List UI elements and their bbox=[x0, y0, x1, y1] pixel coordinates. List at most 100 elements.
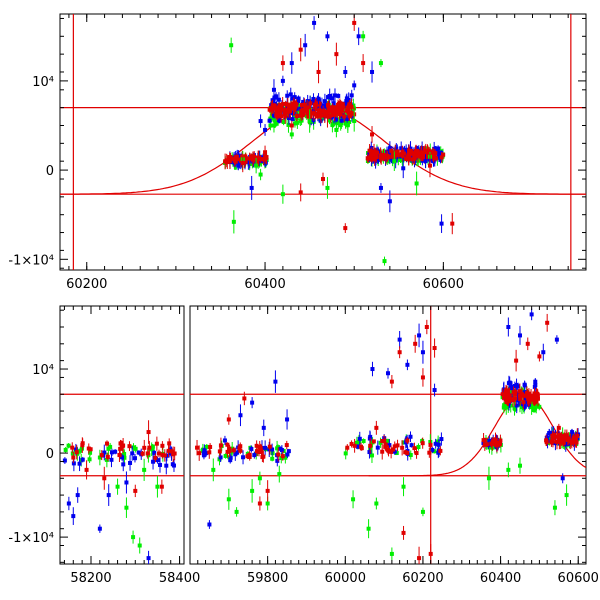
data-point bbox=[127, 444, 132, 449]
data-point bbox=[225, 449, 230, 454]
data-point bbox=[426, 149, 431, 154]
data-point bbox=[80, 441, 85, 446]
data-point bbox=[498, 438, 503, 443]
data-point bbox=[508, 403, 513, 408]
data-point bbox=[436, 439, 441, 444]
data-point bbox=[128, 460, 133, 465]
data-point bbox=[430, 152, 435, 157]
data-point bbox=[337, 102, 342, 107]
data-point bbox=[258, 119, 263, 124]
data-point bbox=[390, 151, 395, 156]
data-point bbox=[264, 155, 269, 160]
x-tick-label: 58400 bbox=[159, 571, 200, 586]
data-point bbox=[544, 436, 549, 441]
data-point bbox=[283, 112, 288, 117]
data-point bbox=[273, 379, 278, 384]
data-point bbox=[533, 383, 538, 388]
x-tick-label: 60400 bbox=[480, 571, 521, 586]
data-point bbox=[405, 438, 410, 443]
data-point bbox=[385, 438, 390, 443]
data-point bbox=[316, 69, 321, 74]
data-point bbox=[290, 101, 295, 106]
data-point bbox=[158, 462, 163, 467]
data-point bbox=[400, 153, 405, 158]
data-point bbox=[361, 439, 366, 444]
data-point bbox=[420, 441, 425, 446]
data-point bbox=[340, 105, 345, 110]
data-point bbox=[410, 151, 415, 156]
data-point bbox=[417, 333, 422, 338]
plot-area bbox=[60, 393, 184, 564]
data-point bbox=[321, 177, 325, 182]
data-point bbox=[265, 488, 270, 493]
data-point bbox=[231, 219, 236, 224]
data-point bbox=[367, 450, 372, 455]
data-point bbox=[343, 226, 348, 231]
data-point bbox=[427, 450, 432, 455]
data-point bbox=[70, 445, 75, 450]
data-point bbox=[380, 449, 385, 454]
data-point bbox=[63, 447, 68, 452]
data-point bbox=[254, 163, 259, 168]
data-point bbox=[245, 454, 250, 459]
x-tick-label: 60200 bbox=[66, 277, 107, 292]
data-point bbox=[413, 341, 418, 346]
data-point bbox=[274, 94, 279, 99]
data-point bbox=[506, 325, 511, 330]
data-point bbox=[356, 34, 361, 39]
data-point bbox=[226, 417, 231, 422]
data-point bbox=[232, 157, 237, 162]
x-tick-label: 60600 bbox=[558, 571, 599, 586]
data-point bbox=[102, 476, 107, 481]
data-point bbox=[137, 543, 142, 548]
data-point bbox=[366, 526, 371, 531]
data-point bbox=[404, 149, 409, 154]
data-point bbox=[275, 446, 280, 451]
data-point bbox=[308, 101, 313, 106]
data-point bbox=[533, 406, 538, 411]
data-point bbox=[511, 390, 516, 395]
data-point bbox=[228, 155, 233, 160]
data-point bbox=[263, 127, 268, 132]
data-point bbox=[157, 451, 162, 456]
plot-area bbox=[190, 306, 586, 564]
data-point bbox=[371, 439, 376, 444]
data-point bbox=[236, 157, 241, 162]
data-point bbox=[142, 467, 147, 472]
data-point bbox=[389, 551, 394, 556]
data-point bbox=[484, 442, 489, 447]
data-point bbox=[283, 101, 288, 106]
data-point bbox=[329, 96, 334, 101]
data-point bbox=[223, 453, 228, 458]
data-point bbox=[280, 192, 285, 197]
data-point bbox=[570, 430, 575, 435]
data-point bbox=[155, 458, 160, 463]
data-point bbox=[170, 449, 175, 454]
data-point bbox=[217, 449, 222, 454]
data-point bbox=[424, 325, 429, 330]
data-point bbox=[105, 454, 110, 459]
data-point bbox=[433, 156, 438, 161]
data-point bbox=[506, 381, 511, 386]
data-point bbox=[400, 445, 405, 450]
data-point bbox=[432, 388, 437, 393]
data-point bbox=[231, 448, 236, 453]
data-point bbox=[317, 109, 322, 114]
data-point bbox=[334, 117, 339, 122]
data-point bbox=[261, 425, 266, 430]
data-point bbox=[280, 78, 285, 83]
data-point bbox=[527, 399, 532, 404]
data-point bbox=[482, 442, 487, 447]
data-point bbox=[339, 118, 344, 123]
data-point bbox=[301, 108, 306, 113]
data-point bbox=[246, 160, 251, 165]
data-point bbox=[382, 259, 387, 264]
data-point bbox=[267, 444, 272, 449]
data-point bbox=[77, 461, 82, 466]
data-point bbox=[276, 452, 281, 457]
data-point bbox=[164, 453, 169, 458]
y-tick-label: -1×10⁴ bbox=[8, 253, 54, 268]
data-point bbox=[366, 156, 371, 161]
data-point bbox=[575, 433, 580, 438]
data-point bbox=[71, 461, 76, 466]
